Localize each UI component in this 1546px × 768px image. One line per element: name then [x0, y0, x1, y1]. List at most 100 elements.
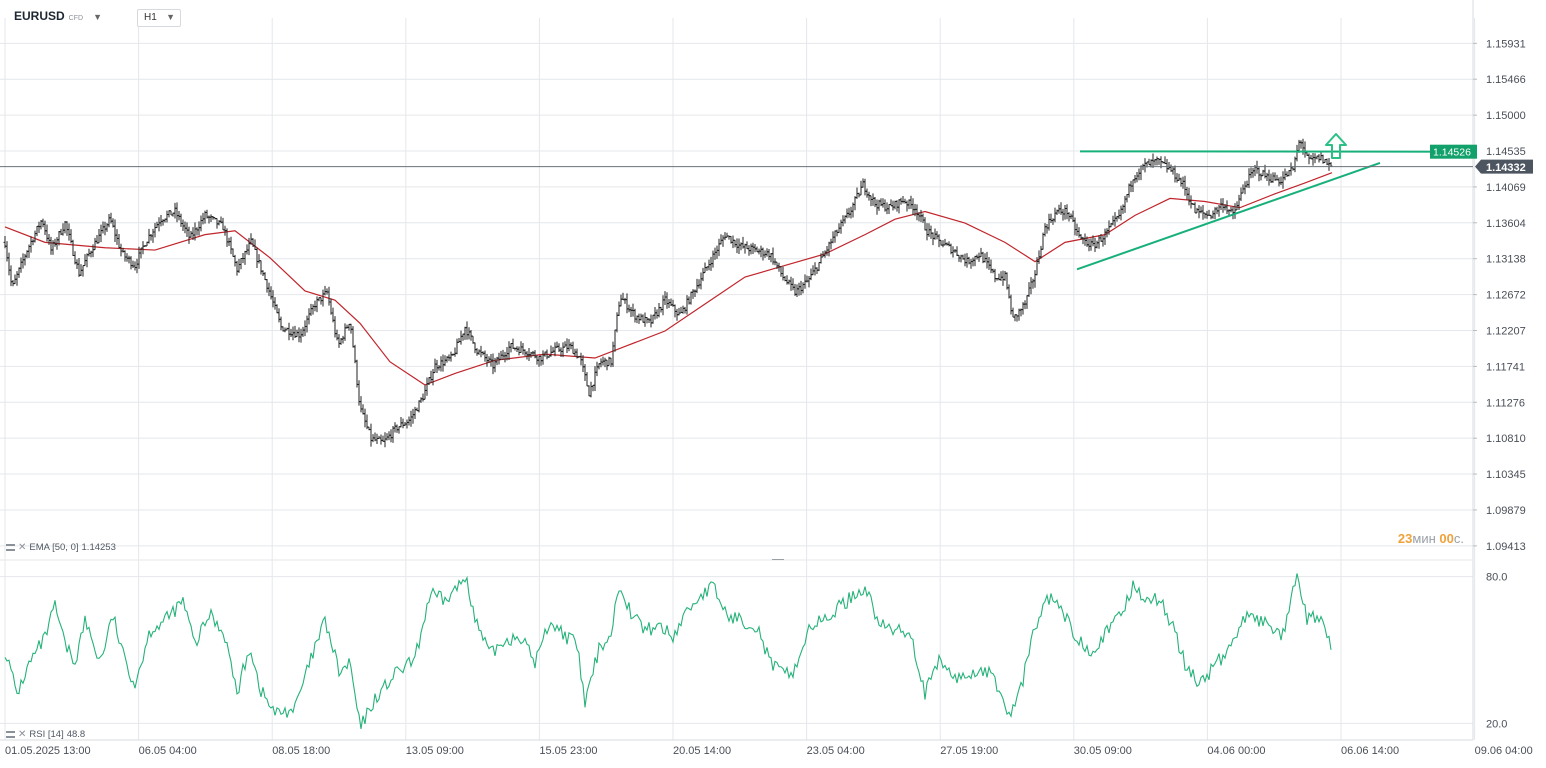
- candle: [351, 326, 355, 348]
- x-tick-label: 30.05 09:00: [1074, 745, 1132, 757]
- candle: [633, 308, 637, 323]
- candle: [641, 314, 645, 323]
- candle: [397, 426, 401, 434]
- indicator-settings-icon[interactable]: [6, 731, 15, 738]
- y-tick-label: 1.15000: [1486, 110, 1526, 122]
- candle: [647, 318, 651, 324]
- candle: [181, 219, 185, 231]
- candle: [985, 251, 989, 269]
- candle: [483, 350, 487, 362]
- candle: [929, 225, 933, 239]
- candle: [613, 329, 617, 352]
- chart-toolbar: EURUSD CFD ▼ H1 ▼: [0, 0, 600, 34]
- candle: [1143, 158, 1147, 173]
- candle: [65, 221, 69, 236]
- symbol-selector[interactable]: EURUSD CFD ▼: [14, 9, 102, 23]
- candle: [921, 213, 925, 223]
- candle: [147, 228, 151, 244]
- candle: [1089, 238, 1093, 251]
- candle: [71, 239, 75, 257]
- candle: [673, 304, 677, 318]
- candle: [259, 260, 263, 275]
- current-price-label: 1.14332: [1486, 162, 1526, 174]
- candle: [67, 223, 71, 241]
- indicator-settings-icon[interactable]: [6, 544, 15, 551]
- candle: [643, 312, 647, 327]
- candle: [1243, 181, 1247, 195]
- candle: [131, 260, 135, 269]
- candle: [17, 267, 21, 278]
- candle: [829, 238, 833, 250]
- candle: [1211, 210, 1215, 219]
- candle: [701, 267, 705, 282]
- candle: [811, 265, 815, 276]
- candle: [721, 235, 725, 247]
- candle: [1199, 206, 1203, 214]
- candle: [585, 372, 589, 387]
- candle: [423, 385, 427, 400]
- candle: [297, 327, 301, 343]
- candle: [667, 299, 671, 308]
- candle: [1097, 235, 1101, 249]
- candle: [895, 200, 899, 212]
- up-arrow-icon[interactable]: [1325, 133, 1347, 159]
- candle: [1013, 314, 1017, 322]
- candle: [1029, 277, 1033, 295]
- support-trendline[interactable]: [1076, 162, 1381, 271]
- y-tick-label: 1.14535: [1486, 146, 1526, 158]
- candle: [1095, 240, 1099, 249]
- candle: [323, 285, 327, 296]
- candle: [229, 236, 233, 255]
- candle: [951, 246, 955, 258]
- candle: [735, 238, 739, 254]
- candle: [765, 248, 769, 257]
- candle: [137, 246, 141, 269]
- candle: [175, 202, 179, 223]
- remove-indicator-icon[interactable]: ✕: [18, 729, 27, 740]
- timeframe-dropdown[interactable]: H1 ▼: [137, 9, 181, 27]
- candle: [1165, 158, 1169, 173]
- candle: [355, 359, 359, 388]
- candle: [1307, 153, 1311, 165]
- pane-resize-handle[interactable]: [772, 559, 784, 560]
- candle: [941, 240, 945, 248]
- candle: [759, 245, 763, 258]
- candle: [363, 408, 367, 428]
- y-tick-label: 1.15466: [1486, 74, 1526, 86]
- candle: [1135, 171, 1139, 183]
- candle: [177, 211, 181, 221]
- candle: [797, 282, 801, 296]
- candle: [1195, 207, 1199, 214]
- candle: [1053, 207, 1057, 223]
- candle: [983, 253, 987, 263]
- candle: [441, 354, 445, 372]
- candle: [813, 262, 817, 276]
- x-tick-label: 13.05 09:00: [406, 745, 464, 757]
- y-tick-label: 1.14069: [1486, 182, 1526, 194]
- candle: [349, 323, 353, 334]
- candle: [1265, 172, 1269, 182]
- candle: [595, 361, 599, 377]
- y-tick-label: 1.12672: [1486, 290, 1526, 302]
- candle: [123, 250, 127, 262]
- candle: [225, 228, 229, 247]
- candle: [255, 247, 259, 269]
- candle: [693, 289, 697, 298]
- candle: [469, 329, 473, 341]
- candle: [345, 324, 349, 329]
- candle: [887, 203, 891, 214]
- symbol-type: CFD: [68, 15, 84, 22]
- remove-indicator-icon[interactable]: ✕: [18, 542, 27, 553]
- rsi-legend: ✕ RSI [14] 48.8: [6, 729, 85, 740]
- candle: [685, 295, 689, 315]
- countdown-seconds: 00: [1439, 531, 1454, 546]
- candle: [407, 416, 411, 426]
- candle: [309, 303, 313, 316]
- candle: [125, 253, 129, 262]
- drawings-layer[interactable]: [1076, 133, 1461, 271]
- candle: [393, 422, 397, 433]
- candle: [245, 244, 249, 255]
- candle: [963, 253, 967, 267]
- candle: [589, 381, 593, 398]
